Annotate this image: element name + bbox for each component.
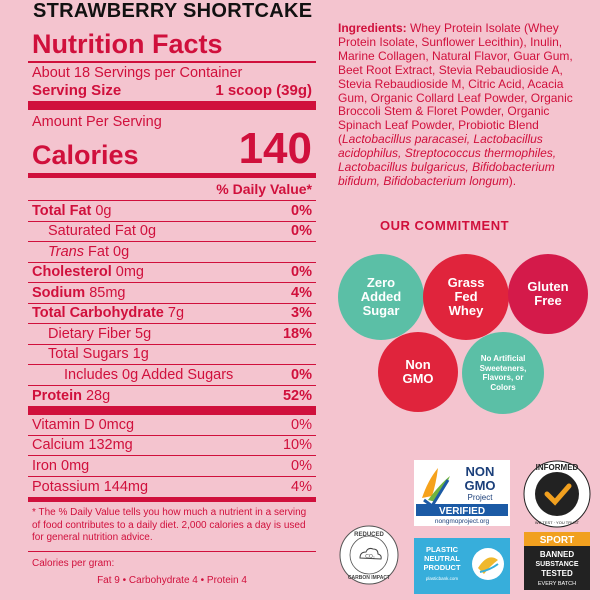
nutrient-row-trans-fat: Trans Fat 0g [28,242,316,263]
divider-thick [28,406,316,415]
nutrient-row-added-sugars: Includes 0g Added Sugars 0% [28,365,316,386]
svg-text:CARBON IMPACT: CARBON IMPACT [348,575,390,581]
svg-text:INFORMED: INFORMED [536,463,579,472]
ingredients-label: Ingredients: [338,21,407,35]
svg-text:nongmoproject.org: nongmoproject.org [435,518,490,525]
svg-text:REDUCED: REDUCED [354,532,384,538]
nutrient-row-protein: Protein 28g 52% [32,387,312,404]
nutrient-row-sodium: Sodium 85mg 4% [28,283,316,304]
vitamin-row-potassium: Potassium 144mg 4% [32,478,312,495]
vitamin-row-vitamin-d: Vitamin D 0mcg 0% [28,415,316,436]
divider [28,550,316,552]
divider [28,199,316,201]
vitamin-row-calcium: Calcium 132mg 10% [28,436,316,456]
nutrition-facts-title: Nutrition Facts [32,29,223,59]
nutrient-row-cholesterol: Cholesterol 0mg 0% [28,263,316,283]
divider-medium [28,172,316,178]
serving-size-label: Serving Size [32,81,122,99]
divider [28,61,316,63]
commitment-title: OUR COMMITMENT [380,218,510,233]
svg-text:PRODUCT: PRODUCT [423,563,461,572]
svg-text:SUBSTANCE: SUBSTANCE [535,561,578,568]
plastic-neutral-product-seal: PLASTIC NEUTRAL PRODUCT plasticbank.com [414,538,510,594]
svg-text:NON: NON [466,464,495,479]
divider-thick [28,100,316,110]
serving-size-value: 1 scoop (39g) [215,81,312,99]
zero-added-sugar-badge: Zero Added Sugar [338,254,424,340]
svg-text:Project: Project [468,493,494,502]
svg-text:VERIFIED: VERIFIED [439,506,485,517]
daily-value-header: % Daily Value* [216,180,312,197]
divider-medium [28,497,316,502]
nutrition-facts-panel: Nutrition Facts About 18 Servings per Co… [28,27,316,595]
informed-sport-seal: INFORMED WE TEST · YOU TRUST SPORT BANNE… [523,460,591,590]
calories-label: Calories [32,139,139,170]
nutrient-row-saturated-fat: Saturated Fat 0g 0% [28,222,316,242]
ingredients-text: Ingredients: Whey Protein Isolate (Whey … [338,21,573,188]
daily-value-footnote: * The % Daily Value tells you how much a… [32,507,307,543]
reduced-carbon-impact-seal: REDUCED CARBON IMPACT CO₂ [339,525,399,585]
svg-text:GMO: GMO [464,478,495,493]
calories-per-gram-label: Calories per gram: [32,558,115,569]
svg-text:SPORT: SPORT [540,535,574,546]
non-gmo-badge: Non GMO [378,332,458,412]
flavor-title: STRAWBERRY SHORTCAKE [33,0,313,22]
nutrient-row-total-carbohydrate: Total Carbohydrate 7g 3% [28,304,316,324]
calories-row: Calories 140 [28,123,316,173]
svg-text:WE TEST · YOU TRUST: WE TEST · YOU TRUST [535,520,580,525]
svg-text:BANNED: BANNED [540,550,574,559]
serving-size-row: Serving Size 1 scoop (39g) [28,81,316,101]
calories-per-gram-values: Fat 9 • Carbohydrate 4 • Protein 4 [97,575,247,586]
probiotic-strains: Lactobacillus paracasei, Lactobacillus a… [338,132,557,188]
nutrient-row-total-sugars: Total Sugars 1g [28,345,316,365]
svg-text:plasticbank.com: plasticbank.com [426,576,459,581]
svg-text:TESTED: TESTED [541,569,573,578]
amount-per-serving: Amount Per Serving [32,113,162,130]
svg-text:CO₂: CO₂ [365,554,375,560]
nutrient-row-total-fat: Total Fat 0g 0% [28,201,316,222]
calories-value: 140 [238,123,312,173]
gluten-free-badge: Gluten Free [508,254,588,334]
svg-text:EVERY BATCH: EVERY BATCH [538,581,576,587]
no-artificial-badge: No Artificial Sweeteners, Flavors, or Color… [462,332,544,414]
svg-text:NEUTRAL: NEUTRAL [424,554,460,563]
nutrient-row-dietary-fiber: Dietary Fiber 5g 18% [28,324,316,345]
grass-fed-whey-badge: Grass Fed Whey [423,254,509,340]
svg-text:PLASTIC: PLASTIC [426,545,459,554]
vitamin-row-iron: Iron 0mg 0% [28,456,316,477]
non-gmo-project-verified-seal: NON GMO Project VERIFIED nongmoproject.o… [414,460,510,526]
servings-per-container: About 18 Servings per Container [32,64,243,81]
